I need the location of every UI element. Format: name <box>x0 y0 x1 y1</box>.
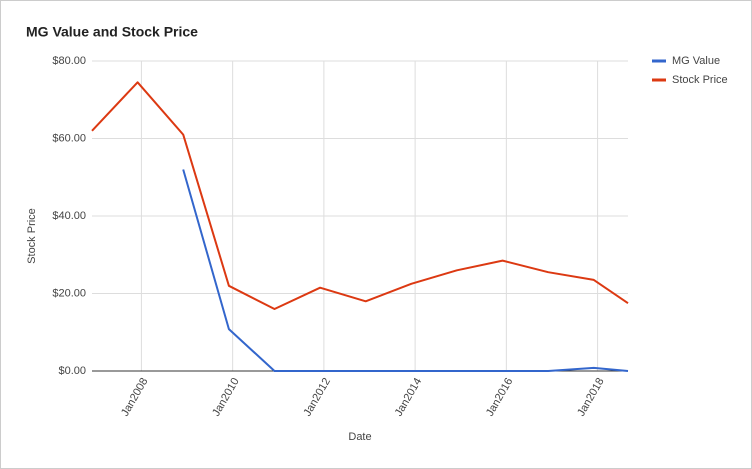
legend-label: Stock Price <box>672 74 728 86</box>
legend-label: MG Value <box>672 55 720 67</box>
series-line <box>182 169 629 372</box>
y-tick-label: $80.00 <box>52 55 86 67</box>
y-tick-label: $0.00 <box>58 365 86 377</box>
y-tick-label: $40.00 <box>52 210 86 222</box>
x-axis-title: Date <box>348 431 371 443</box>
chart-title: MG Value and Stock Price <box>26 24 198 40</box>
y-tick-label: $20.00 <box>52 287 86 299</box>
y-tick-label: $60.00 <box>52 132 86 144</box>
series-line <box>91 81 629 310</box>
y-axis-title: Stock Price <box>26 208 38 264</box>
